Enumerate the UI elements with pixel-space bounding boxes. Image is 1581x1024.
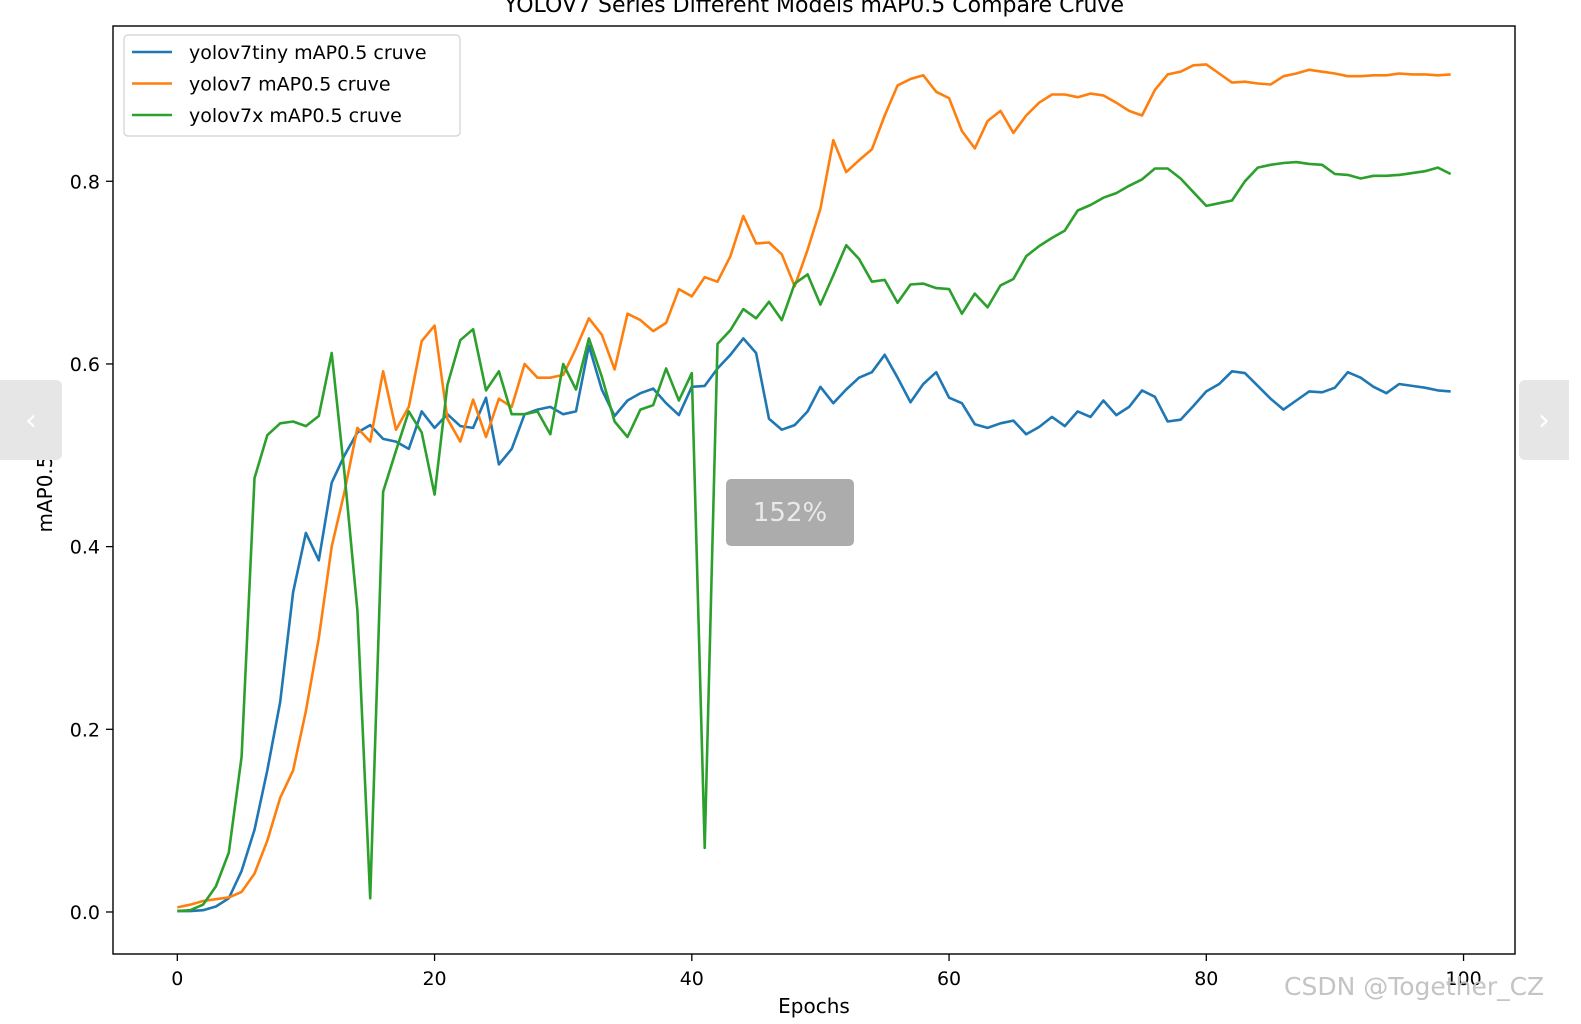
legend: yolov7tiny mAP0.5 cruve yolov7 mAP0.5 cru… <box>123 34 461 137</box>
next-image-button[interactable]: › <box>1519 380 1569 460</box>
x-tick-label: 100 <box>1445 968 1481 990</box>
y-tick-label: 0.6 <box>70 354 100 376</box>
chevron-left-icon: ‹ <box>25 402 37 438</box>
x-axis-label: Epochs <box>778 994 850 1018</box>
series-line-1 <box>177 63 1451 909</box>
zoom-level-badge: 152% <box>726 479 854 546</box>
x-tick-label: 20 <box>422 968 446 990</box>
legend-box <box>123 34 461 137</box>
y-tick-label: 0.2 <box>70 719 100 741</box>
chevron-right-icon: › <box>1538 402 1550 438</box>
x-tick-label: 0 <box>171 968 183 990</box>
series-line-2 <box>177 160 1452 913</box>
y-axis-label: mAP0.5 <box>33 455 57 532</box>
series-line-0 <box>177 337 1451 913</box>
legend-label-0: yolov7tiny mAP0.5 cruve <box>189 42 427 64</box>
x-tick-label: 40 <box>680 968 704 990</box>
legend-label-1: yolov7 mAP0.5 cruve <box>189 74 391 96</box>
y-tick-label: 0.8 <box>70 171 100 193</box>
series-layer <box>177 63 1452 913</box>
y-tick-label: 0.0 <box>70 902 100 924</box>
x-tick-label: 60 <box>937 968 961 990</box>
axes-layer: 0 20 40 60 80 100 0.0 0.2 0.4 0.6 0.8 <box>70 25 1516 990</box>
legend-label-2: yolov7x mAP0.5 cruve <box>189 105 402 127</box>
y-tick-label: 0.4 <box>70 537 100 559</box>
previous-image-button[interactable]: ‹ <box>0 380 62 460</box>
x-tick-label: 80 <box>1194 968 1218 990</box>
chart-title: YOLOV7 Series Different Models mAP0.5 Co… <box>503 0 1124 18</box>
plot-frame <box>112 25 1516 955</box>
watermark-text: CSDN @Together_CZ <box>1284 972 1545 1001</box>
